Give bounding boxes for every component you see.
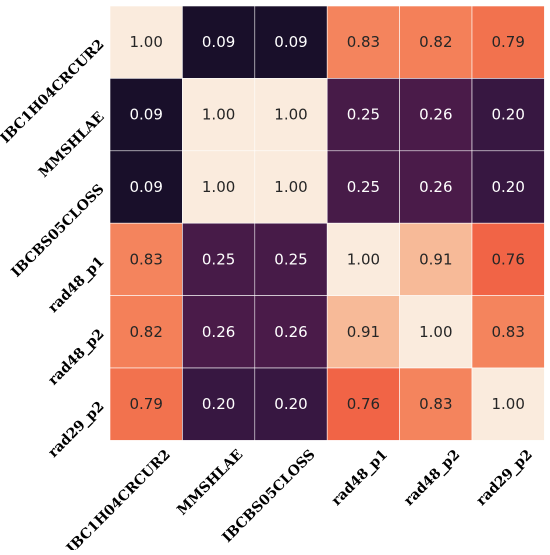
heatmap-cell-value: 1.00 [202, 178, 235, 196]
heatmap-cell-value: 0.83 [491, 323, 524, 341]
heatmap-cell-value: 0.26 [419, 178, 452, 196]
heatmap-cell-value: 0.82 [419, 33, 452, 51]
row-label: rad48_p1 [45, 254, 107, 316]
heatmap-cell [471, 5, 545, 79]
heatmap-cell [109, 367, 183, 441]
heatmap-cell-value: 0.09 [274, 33, 307, 51]
heatmap-cell [399, 150, 473, 224]
column-label: rad29_p2 [473, 447, 535, 509]
heatmap-cell [326, 150, 400, 224]
heatmap-cell-value: 0.20 [274, 395, 307, 413]
heatmap-cell [109, 150, 183, 224]
heatmap-cell-value: 0.26 [202, 323, 235, 341]
heatmap-cell-value: 0.25 [347, 106, 380, 124]
heatmap-cell-value: 1.00 [274, 178, 307, 196]
heatmap-cell-value: 0.79 [129, 395, 162, 413]
row-label: rad48_p2 [45, 326, 107, 388]
heatmap-cell-labels: 1.00 0.09 0.09 0.83 0.82 0.79 0.09 1.00 1.00 0.25… [129, 33, 524, 413]
heatmap-cell [182, 222, 256, 296]
heatmap-cell-value: 0.91 [419, 250, 452, 268]
heatmap-cell [109, 222, 183, 296]
column-label: IBC1H04CRCUR2 [64, 447, 174, 550]
heatmap-cell [399, 295, 473, 369]
heatmap-cell-value: 0.83 [129, 250, 162, 268]
heatmap-cell [109, 295, 183, 369]
heatmap-cell [471, 367, 545, 441]
heatmap-cell-value: 0.83 [419, 395, 452, 413]
column-label: rad48_p2 [401, 447, 463, 509]
heatmap-cell [399, 367, 473, 441]
heatmap-cell [326, 78, 400, 152]
heatmap-cell-value: 1.00 [491, 395, 524, 413]
heatmap-cell-value: 0.76 [347, 395, 380, 413]
heatmap-cell-value: 0.83 [347, 33, 380, 51]
heatmap-cell-value: 1.00 [202, 106, 235, 124]
heatmap-cell [471, 295, 545, 369]
heatmap-cell-value: 0.20 [491, 178, 524, 196]
heatmap-cell [182, 5, 256, 79]
heatmap-cell [182, 78, 256, 152]
heatmap-cell-value: 0.09 [129, 178, 162, 196]
heatmap-cell-value: 0.20 [491, 106, 524, 124]
heatmap-cell-value: 0.20 [202, 395, 235, 413]
heatmap-cell-value: 0.25 [347, 178, 380, 196]
heatmap-cell [399, 222, 473, 296]
heatmap-cell-value: 0.76 [491, 250, 524, 268]
heatmap-cell [254, 150, 328, 224]
heatmap-cell [471, 150, 545, 224]
heatmap-cell-value: 1.00 [274, 106, 307, 124]
heatmap-cell-value: 1.00 [129, 33, 162, 51]
heatmap-cell-value: 0.09 [129, 106, 162, 124]
column-label: MMSHLAE [174, 447, 246, 519]
row-label: rad29_p2 [45, 399, 107, 461]
heatmap-cell [471, 78, 545, 152]
heatmap-cell [254, 5, 328, 79]
heatmap-cell [471, 222, 545, 296]
heatmap-cell [254, 222, 328, 296]
heatmap-cell [326, 367, 400, 441]
heatmap-cell [182, 150, 256, 224]
heatmap-cell-value: 0.91 [347, 323, 380, 341]
heatmap-cell [109, 5, 183, 79]
heatmap-cell [326, 5, 400, 79]
heatmap-cell-value: 0.25 [202, 250, 235, 268]
heatmap-cell [399, 5, 473, 79]
row-labels: IBC1H04CRCUR2MMSHLAEIBCBS05CLOSSrad48_p1… [0, 37, 108, 461]
heatmap-cell-value: 0.82 [129, 323, 162, 341]
heatmap-cell [326, 295, 400, 369]
heatmap-cell-value: 1.00 [419, 323, 452, 341]
heatmap-cell-value: 0.25 [274, 250, 307, 268]
heatmap-cell-value: 0.26 [274, 323, 307, 341]
heatmap-cell-value: 0.26 [419, 106, 452, 124]
row-label: MMSHLAE [36, 109, 108, 181]
column-label: rad48_p1 [329, 447, 391, 509]
heatmap-cell [254, 295, 328, 369]
heatmap-cell-value: 0.79 [491, 33, 524, 51]
heatmap-cell-value: 0.09 [202, 33, 235, 51]
heatmap-cell-value: 1.00 [347, 250, 380, 268]
heatmap-cell [326, 222, 400, 296]
heatmap-cells [109, 5, 545, 441]
